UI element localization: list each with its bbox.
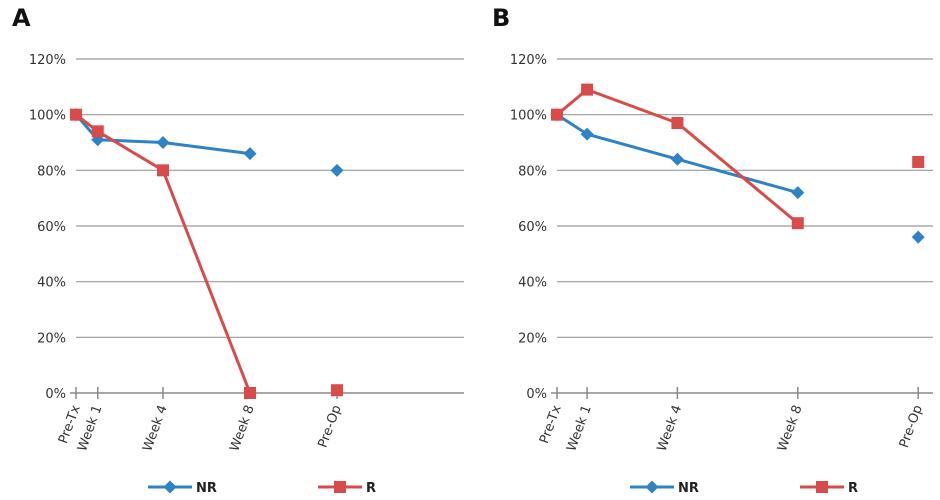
y-tick-label: 40% xyxy=(518,276,547,291)
series-line-nr xyxy=(556,113,799,195)
data-point-r xyxy=(671,117,684,130)
data-point-r xyxy=(331,384,343,397)
data-point-nr xyxy=(243,147,257,161)
legend-marker-r xyxy=(816,481,828,493)
data-point-r xyxy=(244,387,256,399)
series-line-r xyxy=(556,88,799,225)
x-tick-label: Week 8 xyxy=(227,403,258,453)
legend-label-nr: NR xyxy=(678,481,699,496)
y-tick-label: 100% xyxy=(29,109,66,124)
data-point-nr xyxy=(670,152,684,166)
data-point-nr xyxy=(330,163,344,177)
series-line-r xyxy=(75,113,252,394)
data-point-r xyxy=(70,108,82,121)
data-point-nr xyxy=(791,186,805,200)
legend-label-r: R xyxy=(366,481,376,496)
y-tick-label: 60% xyxy=(37,220,66,235)
y-tick-label: 0% xyxy=(526,387,547,402)
data-point-r xyxy=(791,217,804,230)
y-tick-label: 20% xyxy=(518,331,547,346)
data-point-r xyxy=(157,164,169,177)
legend-label-nr: NR xyxy=(196,481,217,496)
data-point-r xyxy=(551,108,563,121)
data-point-nr xyxy=(580,127,594,141)
data-point-nr xyxy=(911,230,925,244)
chart-panel-b: B 0% 20% 40% 60% 80% 100% 120% Pre-Tx Week 1 Week… xyxy=(470,0,940,500)
data-point-nr xyxy=(156,136,170,149)
line-chart-b: 0% 20% 40% 60% 80% 100% 120% Pre-Tx Week 1 Week 4… xyxy=(510,53,933,496)
x-tick-label: Pre-Op xyxy=(897,403,926,450)
x-tick-label: Week 4 xyxy=(655,403,686,453)
legend-marker-r xyxy=(334,481,346,493)
panel-letter-a: A xyxy=(12,4,31,32)
y-tick-label: 80% xyxy=(37,164,66,179)
panel-letter-b: B xyxy=(492,4,511,32)
y-tick-label: 80% xyxy=(518,164,547,179)
y-tick-label: 40% xyxy=(37,276,66,291)
x-tick-label: Pre-Tx xyxy=(537,403,565,446)
data-point-r xyxy=(581,83,594,96)
y-tick-label: 120% xyxy=(510,53,547,68)
y-tick-label: 100% xyxy=(510,109,547,124)
x-tick-label: Week 1 xyxy=(564,403,595,453)
chart-panel-a: A 0% 20% 40% 60% 80% 100% 120% Pre-Tx Week 1 Week… xyxy=(12,4,464,496)
y-tick-label: 120% xyxy=(29,53,66,68)
y-tick-label: 0% xyxy=(45,387,66,402)
y-tick-label: 60% xyxy=(518,220,547,235)
x-tick-label: Pre-Op xyxy=(316,403,345,450)
legend-marker-nr xyxy=(645,480,659,494)
x-tick-label: Week 4 xyxy=(140,403,171,453)
series-line-nr xyxy=(74,113,251,156)
x-tick-label: Week 8 xyxy=(775,403,806,453)
legend-label-r: R xyxy=(848,481,858,496)
y-tick-label: 20% xyxy=(37,331,66,346)
data-point-r xyxy=(91,125,104,138)
legend-marker-nr xyxy=(163,480,177,494)
data-point-r xyxy=(912,155,925,168)
